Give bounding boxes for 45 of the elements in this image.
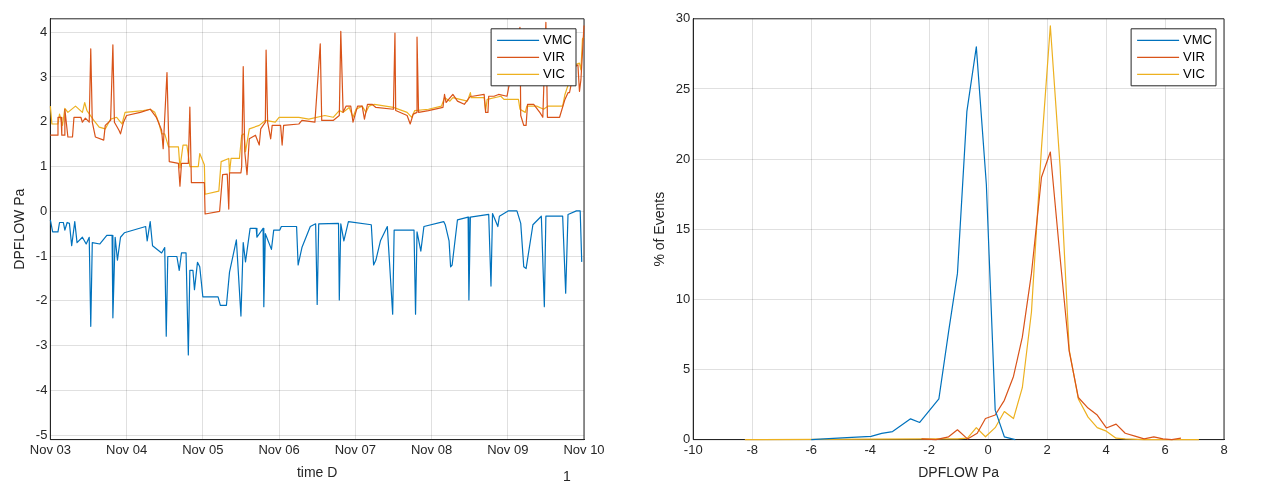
x-tick-label: 4 xyxy=(1102,441,1110,457)
legend-label: VMC xyxy=(1183,31,1212,47)
y-tick-label: 1 xyxy=(40,158,48,174)
x-tick-label: -6 xyxy=(805,441,817,457)
x-tick-label: 8 xyxy=(1220,441,1228,457)
y-tick-label: -4 xyxy=(35,381,48,397)
y-tick-label: 0 xyxy=(683,431,691,447)
legend-label: VIC xyxy=(543,65,565,81)
x-axis-title: DPFLOW Pa xyxy=(918,464,1000,481)
y-tick-label: -5 xyxy=(35,426,48,442)
y-tick-label: 2 xyxy=(40,113,48,129)
x-tick-label: 0 xyxy=(984,441,992,457)
x-tick-label: Nov 03 xyxy=(29,441,71,457)
x-tick-label: Nov 08 xyxy=(410,441,453,457)
legend-label: VIR xyxy=(543,48,565,64)
y-tick-label: 15 xyxy=(675,220,691,236)
y-tick-label: 5 xyxy=(683,361,691,377)
x-tick-label: Nov 07 xyxy=(334,441,376,457)
x-tick-label: 6 xyxy=(1161,441,1169,457)
y-axis-title: DPFLOW Pa xyxy=(11,188,28,270)
y-tick-label: 20 xyxy=(675,150,691,166)
y-axis-title: % of Events xyxy=(651,191,668,267)
text: 1 xyxy=(563,467,572,484)
legend-label: VMC xyxy=(543,31,572,47)
x-tick-label: Nov 06 xyxy=(258,441,300,457)
x-tick-label: -4 xyxy=(864,441,876,457)
x-tick-label: -2 xyxy=(923,441,935,457)
x-axis-title: time D xyxy=(296,464,338,481)
x-tick-label: -8 xyxy=(746,441,759,457)
x-tick-label: Nov 09 xyxy=(487,441,529,457)
y-tick-label: -3 xyxy=(35,337,48,353)
x-tick-label: 2 xyxy=(1043,441,1051,457)
x-tick-label: Nov 04 xyxy=(105,441,148,457)
x-tick-label: Nov 05 xyxy=(182,441,224,457)
y-tick-label: 30 xyxy=(675,10,691,26)
y-tick-label: -2 xyxy=(35,292,48,308)
x-tick-label: Nov 10 xyxy=(563,441,605,457)
y-tick-label: 3 xyxy=(40,68,48,84)
legend-label: VIC xyxy=(1183,65,1205,81)
y-tick-label: 0 xyxy=(40,202,48,218)
y-tick-label: 4 xyxy=(40,23,48,39)
y-tick-label: 10 xyxy=(675,290,691,306)
y-tick-label: 25 xyxy=(675,80,691,96)
legend-label: VIR xyxy=(1183,48,1205,64)
y-tick-label: -1 xyxy=(35,247,48,263)
